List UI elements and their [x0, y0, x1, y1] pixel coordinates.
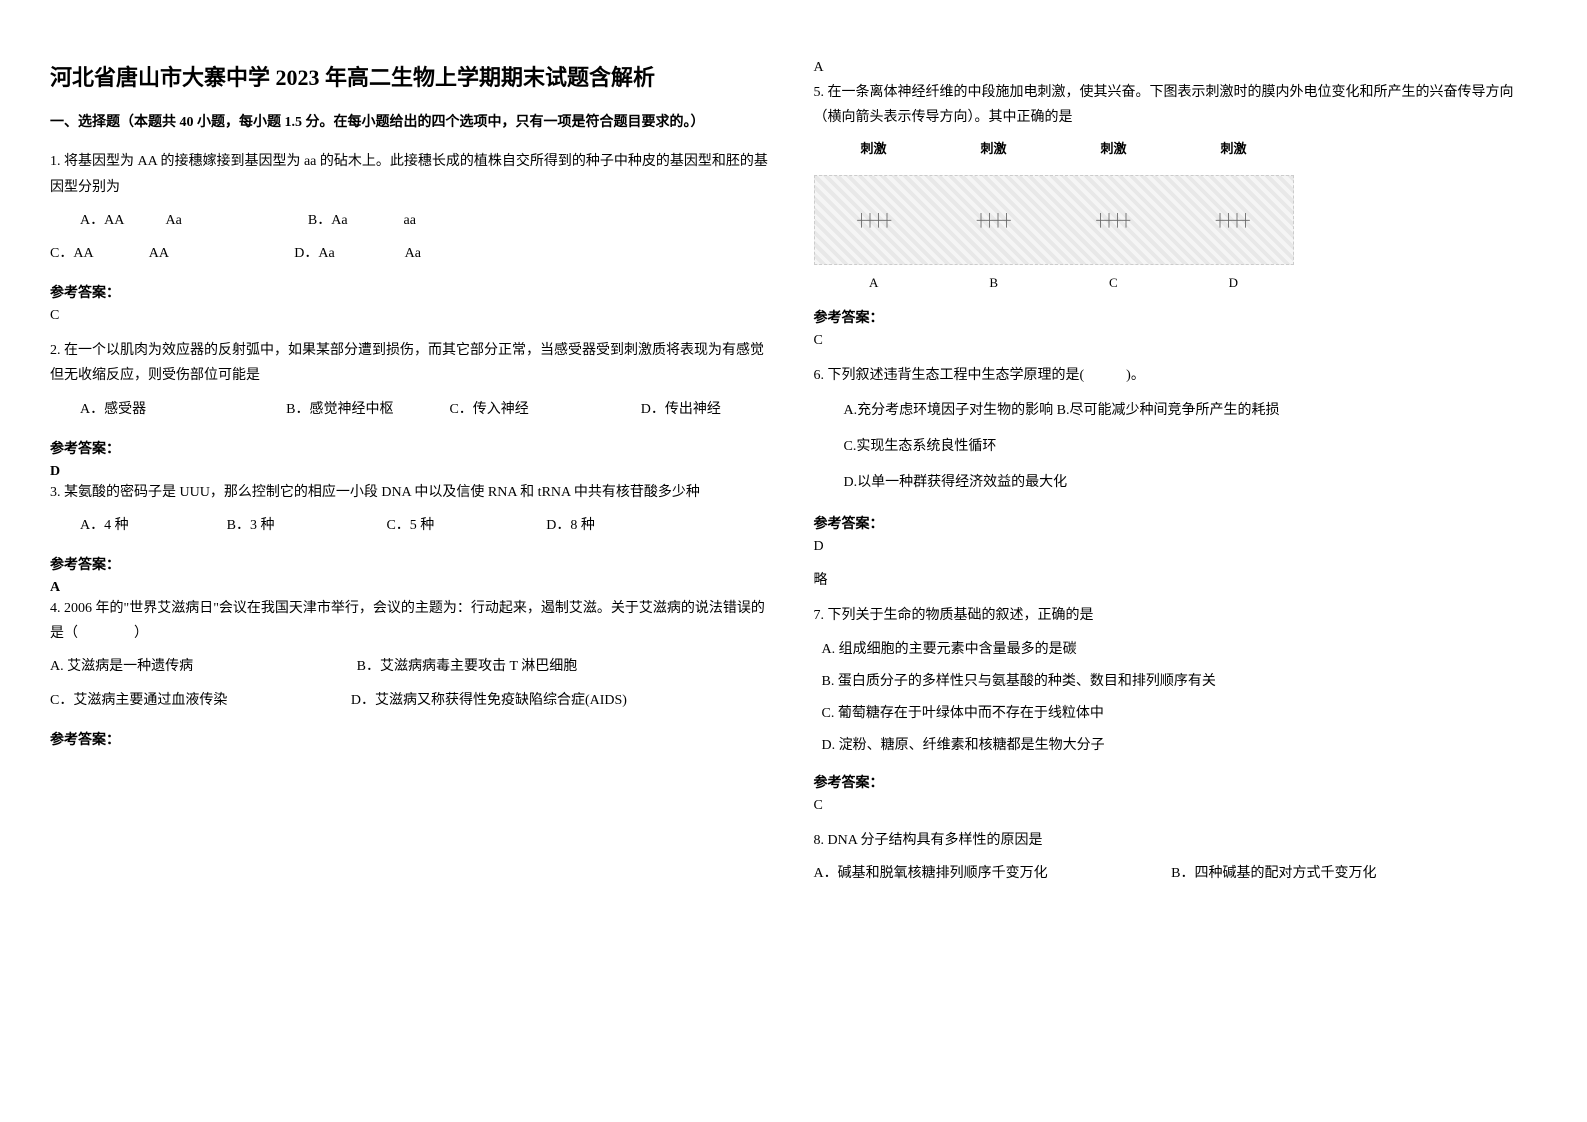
q4-opt-b: B．艾滋病病毒主要攻击 T 淋巴细胞	[357, 659, 578, 674]
q4-opt-a: A. 艾滋病是一种遗传病	[50, 659, 193, 674]
question-4-options-row1: A. 艾滋病是一种遗传病 B．艾滋病病毒主要攻击 T 淋巴细胞	[50, 654, 774, 679]
question-4-options-row2: C．艾滋病主要通过血液传染 D．艾滋病又称获得性免疫缺陷综合症(AIDS)	[50, 688, 774, 713]
question-8-text: 8. DNA 分子结构具有多样性的原因是	[814, 828, 1538, 853]
question-3-options: A．4 种 B．3 种 C．5 种 D．8 种	[50, 513, 774, 538]
question-6-extra: 略	[814, 569, 1538, 589]
page-title: 河北省唐山市大寨中学 2023 年高二生物上学期期末试题含解析	[50, 60, 774, 92]
answer-label: 参考答案：	[50, 729, 774, 749]
q7-opt-a: A. 组成细胞的主要元素中含量最多的是碳	[822, 636, 1538, 664]
stimulus-label: 刺激	[1220, 138, 1246, 157]
answer-label: 参考答案：	[50, 282, 774, 302]
question-1-options-1: A．AA Aa B．Aa aa	[50, 208, 774, 233]
q5-panel-labels: A B C D	[814, 275, 1294, 291]
answer-label: 参考答案：	[50, 554, 774, 574]
q6-opt-d: D.以单一种群获得经济效益的最大化	[844, 469, 1538, 497]
question-1-answer: C	[50, 308, 774, 324]
q7-opt-b: B. 蛋白质分子的多样性只与氨基酸的种类、数目和排列顺序有关	[822, 668, 1538, 696]
q7-opt-d: D. 淀粉、糖原、纤维素和核糖都是生物大分子	[822, 732, 1538, 760]
q4-opt-d: D．艾滋病又称获得性免疫缺陷综合症(AIDS)	[351, 693, 627, 708]
q4-opt-c: C．艾滋病主要通过血液传染	[50, 693, 227, 708]
q8-opt-b: B．四种碱基的配对方式千变万化	[1171, 866, 1376, 881]
panel-label-b: B	[989, 275, 998, 291]
question-4-answer: A	[814, 60, 1538, 76]
left-column: 河北省唐山市大寨中学 2023 年高二生物上学期期末试题含解析 一、选择题（本题…	[50, 60, 774, 1062]
stimulus-label: 刺激	[980, 138, 1006, 157]
right-column: A 5. 在一条离体神经纤维的中段施加电刺激，使其兴奋。下图表示刺激时的膜内外电…	[814, 60, 1538, 1062]
panel-label-a: A	[869, 275, 878, 291]
section-header: 一、选择题（本题共 40 小题，每小题 1.5 分。在每小题给出的四个选项中，只…	[50, 112, 774, 134]
question-1-options-2: C．AA AA D．Aa Aa	[50, 241, 774, 266]
question-2-text: 2. 在一个以肌肉为效应器的反射弧中，如果某部分遭到损伤，而其它部分正常，当感受…	[50, 338, 774, 388]
answer-label: 参考答案：	[50, 438, 774, 458]
question-3-text: 3. 某氨酸的密码子是 UUU，那么控制它的相应一小段 DNA 中以及信使 RN…	[50, 480, 774, 505]
answer-label: 参考答案：	[814, 772, 1538, 792]
question-4-text: 4. 2006 年的"世界艾滋病日"会议在我国天津市举行，会议的主题为：行动起来…	[50, 596, 774, 646]
diagram-panel-c: ┼┼┼┼	[1096, 213, 1130, 228]
diagram-panel-d: ┼┼┼┼	[1216, 213, 1250, 228]
question-5-text: 5. 在一条离体神经纤维的中段施加电刺激，使其兴奋。下图表示刺激时的膜内外电位变…	[814, 80, 1538, 130]
q6-opt-ab: A.充分考虑环境因子对生物的影响 B.尽可能减少种间竞争所产生的耗损	[844, 397, 1538, 425]
answer-label: 参考答案：	[814, 307, 1538, 327]
panel-label-c: C	[1109, 275, 1118, 291]
answer-label: 参考答案：	[814, 513, 1538, 533]
question-5-answer: C	[814, 333, 1538, 349]
question-6-text: 6. 下列叙述违背生态工程中生态学原理的是( )。	[814, 363, 1538, 388]
question-2-answer: D	[50, 464, 774, 480]
question-1-text: 1. 将基因型为 AA 的接穗嫁接到基因型为 aa 的砧木上。此接穗长成的植株自…	[50, 149, 774, 199]
panel-label-d: D	[1229, 275, 1238, 291]
q5-stimulus-labels: 刺激 刺激 刺激 刺激	[814, 138, 1294, 157]
stimulus-label: 刺激	[1100, 138, 1126, 157]
question-3-answer: A	[50, 580, 774, 596]
question-2-options: A．感受器 B．感觉神经中枢 C．传入神经 D．传出神经	[50, 397, 774, 422]
q6-opt-c: C.实现生态系统良性循环	[844, 433, 1538, 461]
question-8-options: A．碱基和脱氧核糖排列顺序千变万化 B．四种碱基的配对方式千变万化	[814, 861, 1538, 886]
question-6-answer: D	[814, 539, 1538, 555]
q7-opt-c: C. 葡萄糖存在于叶绿体中而不存在于线粒体中	[822, 700, 1538, 728]
diagram-panel-b: ┼┼┼┼	[977, 213, 1011, 228]
question-7-text: 7. 下列关于生命的物质基础的叙述，正确的是	[814, 603, 1538, 628]
stimulus-label: 刺激	[860, 138, 886, 157]
q5-diagram-image: ┼┼┼┼ ┼┼┼┼ ┼┼┼┼ ┼┼┼┼	[814, 175, 1294, 265]
q8-opt-a: A．碱基和脱氧核糖排列顺序千变万化	[814, 866, 1048, 881]
diagram-panel-a: ┼┼┼┼	[857, 213, 891, 228]
question-7-answer: C	[814, 798, 1538, 814]
